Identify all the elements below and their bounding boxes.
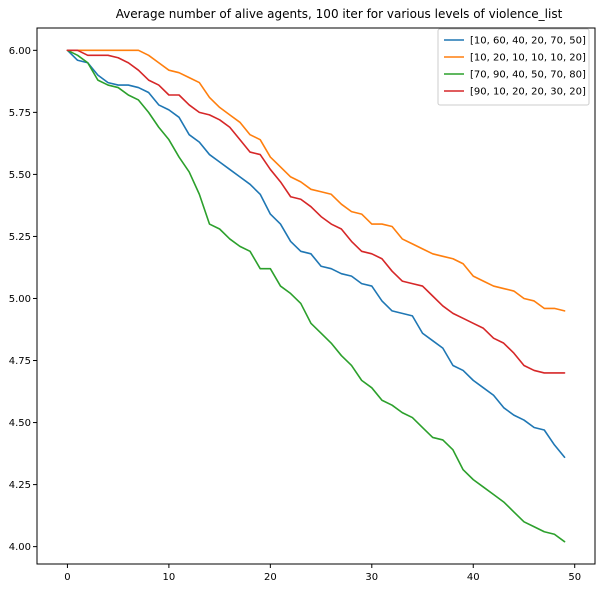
series-line-1 bbox=[66, 49, 566, 459]
series-line-4 bbox=[66, 49, 566, 374]
series-line-2 bbox=[66, 49, 566, 312]
plot-area bbox=[37, 28, 595, 564]
y-tick-label: 4.75 bbox=[9, 356, 31, 367]
legend-label: [10, 60, 40, 20, 70, 50] bbox=[470, 36, 586, 47]
y-tick-label: 5.25 bbox=[9, 232, 31, 243]
legend: [10, 60, 40, 20, 70, 50] [10, 20, 10, 10,… bbox=[437, 28, 590, 106]
y-tick-label: 4.25 bbox=[9, 480, 31, 491]
x-tick-label: 20 bbox=[264, 572, 277, 583]
x-tick-label: 40 bbox=[467, 572, 480, 583]
y-tick-label: 5.50 bbox=[9, 170, 31, 181]
y-tick-label: 6.00 bbox=[9, 46, 31, 57]
series-line-3 bbox=[66, 49, 566, 543]
x-tick-label: 50 bbox=[568, 572, 581, 583]
x-tick-label: 10 bbox=[163, 572, 176, 583]
x-axis: 0 10 20 30 40 50 bbox=[64, 564, 581, 583]
x-tick-label: 30 bbox=[365, 572, 378, 583]
legend-label: [70, 90, 40, 50, 70, 80] bbox=[470, 70, 586, 81]
y-tick-label: 4.50 bbox=[9, 418, 31, 429]
x-tick-label: 0 bbox=[64, 572, 70, 583]
y-tick-label: 5.00 bbox=[9, 294, 31, 305]
legend-label: [90, 10, 20, 20, 30, 20] bbox=[470, 87, 586, 98]
legend-frame bbox=[437, 28, 590, 106]
y-axis: 4.00 4.25 4.50 4.75 5.00 5.25 5.50 5.75 6.00 bbox=[9, 46, 37, 553]
plot-frame bbox=[36, 27, 596, 565]
series-lines bbox=[66, 49, 566, 543]
y-tick-label: 4.00 bbox=[9, 542, 31, 553]
chart-title: Average number of alive agents, 100 iter… bbox=[116, 7, 563, 21]
y-tick-label: 5.75 bbox=[9, 108, 31, 119]
legend-label: [10, 20, 10, 10, 10, 20] bbox=[470, 53, 586, 64]
